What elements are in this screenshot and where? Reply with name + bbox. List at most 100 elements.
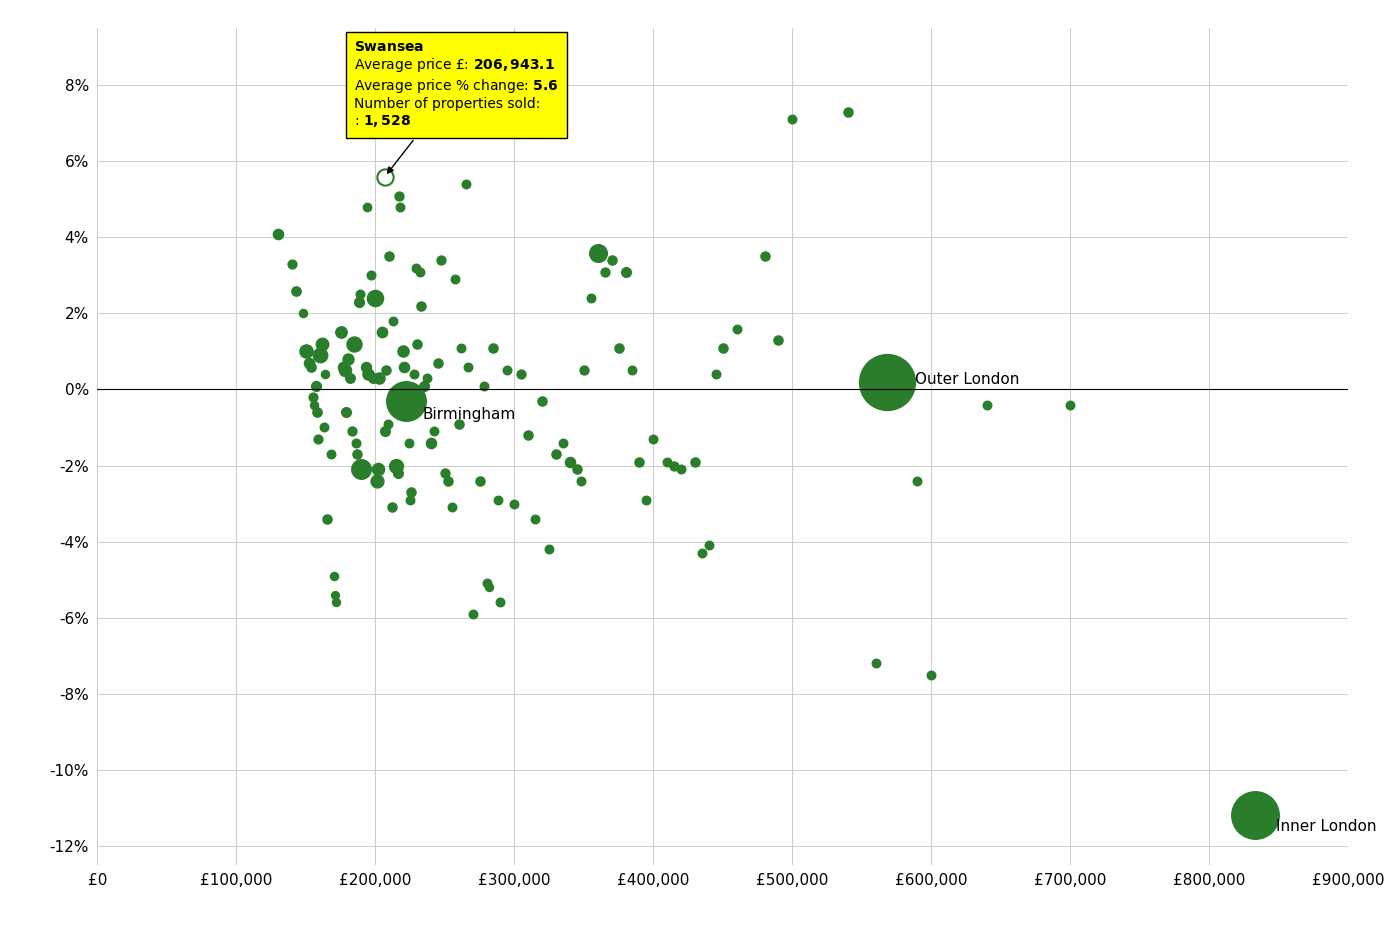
Point — [313, 420, 335, 435]
Point — [322, 569, 345, 584]
Point — [430, 253, 452, 268]
Point — [404, 260, 427, 275]
Point — [920, 667, 942, 682]
Point — [371, 325, 393, 340]
Point — [545, 446, 567, 462]
Point — [345, 435, 367, 450]
Point — [325, 595, 348, 610]
Point — [349, 287, 371, 302]
Point — [420, 435, 442, 450]
Point — [489, 595, 512, 610]
Point — [712, 340, 734, 355]
Point — [366, 473, 388, 488]
Point — [531, 393, 553, 408]
Point — [656, 454, 678, 469]
Point — [392, 344, 414, 359]
Point — [378, 249, 400, 264]
Point — [361, 370, 384, 385]
Point — [403, 367, 425, 382]
Point — [297, 355, 320, 370]
Point — [267, 226, 289, 241]
Point — [336, 352, 359, 367]
Point — [455, 177, 477, 192]
Point — [324, 588, 346, 603]
Point — [396, 398, 418, 413]
Point — [334, 363, 356, 378]
Point — [698, 538, 720, 553]
Point — [306, 405, 328, 420]
Point — [416, 370, 438, 385]
Point — [356, 199, 378, 214]
Point — [642, 431, 664, 446]
Point — [496, 363, 518, 378]
Point — [705, 367, 727, 382]
Point — [865, 656, 887, 671]
Point — [381, 500, 403, 515]
Point — [461, 606, 484, 621]
Point — [628, 454, 651, 469]
Point — [382, 314, 404, 329]
Point — [573, 363, 595, 378]
Point — [346, 446, 368, 462]
Point — [726, 321, 748, 337]
Point — [552, 435, 574, 450]
Point — [587, 245, 609, 260]
Point — [413, 378, 435, 393]
Point — [614, 264, 637, 279]
Point — [524, 511, 546, 526]
Point — [621, 363, 644, 378]
Point — [316, 511, 338, 526]
Point — [354, 359, 377, 374]
Point — [767, 333, 790, 348]
Point — [406, 337, 428, 352]
Text: Outer London: Outer London — [915, 372, 1019, 387]
Point — [320, 446, 342, 462]
Point — [410, 298, 432, 313]
Point — [837, 104, 859, 119]
Point — [906, 473, 929, 488]
Point — [976, 398, 998, 413]
Point — [341, 424, 363, 439]
Point — [285, 283, 307, 298]
Point — [1059, 398, 1081, 413]
Point — [329, 325, 352, 340]
Point — [395, 393, 417, 408]
Point — [374, 424, 396, 439]
Point — [385, 458, 407, 473]
Point — [368, 370, 391, 385]
Point — [302, 389, 324, 404]
Point — [538, 541, 560, 556]
Point — [364, 290, 386, 306]
Point — [423, 424, 445, 439]
Point — [594, 264, 616, 279]
Point — [503, 496, 525, 511]
Point — [360, 268, 382, 283]
Point — [367, 462, 389, 477]
Point — [670, 462, 692, 477]
Point — [468, 473, 491, 488]
Point — [332, 359, 354, 374]
Point — [684, 454, 706, 469]
Point — [295, 344, 317, 359]
Point — [434, 465, 456, 480]
Point — [374, 169, 396, 184]
Point — [1244, 807, 1266, 822]
Point — [876, 374, 898, 389]
Point — [335, 405, 357, 420]
Point — [580, 290, 602, 306]
Point — [607, 340, 630, 355]
Point — [486, 493, 509, 508]
Point — [398, 435, 420, 450]
Point — [427, 355, 449, 370]
Point — [375, 363, 398, 378]
Point — [300, 359, 322, 374]
Point — [517, 428, 539, 443]
Point — [473, 378, 495, 393]
Point — [443, 272, 466, 287]
Point — [635, 493, 657, 508]
Point — [388, 188, 410, 203]
Text: Inner London: Inner London — [1276, 819, 1376, 834]
Point — [600, 253, 623, 268]
Point — [457, 359, 480, 374]
Point — [309, 348, 331, 363]
